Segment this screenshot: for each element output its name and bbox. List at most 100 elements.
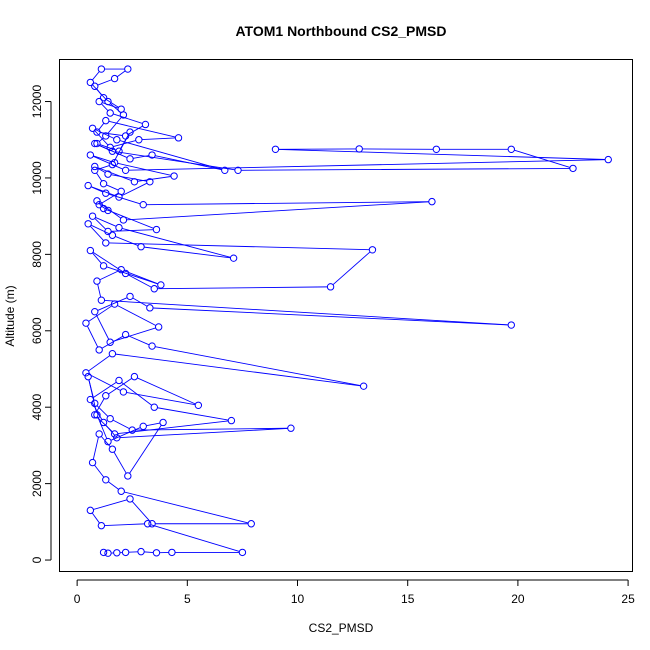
data-segment [115, 236, 139, 246]
data-point [108, 350, 117, 358]
data-segment [101, 192, 119, 204]
data-point [117, 487, 125, 495]
data-segment [91, 512, 100, 524]
data-point [110, 158, 119, 167]
data-segment [278, 148, 606, 160]
data-segment [104, 299, 509, 326]
data-point [143, 520, 152, 528]
data-segment [113, 327, 156, 342]
data-segment [95, 314, 110, 340]
data-point [137, 243, 145, 251]
data-point [170, 172, 178, 180]
data-segment [137, 176, 171, 182]
data-segment [119, 427, 288, 439]
data-points [82, 65, 612, 557]
data-segment [88, 373, 121, 391]
data-point [121, 269, 130, 278]
x-tick-label: 20 [511, 592, 525, 606]
data-point [97, 65, 106, 73]
data-segment [117, 162, 172, 176]
data-point [95, 97, 103, 106]
data-segment [106, 99, 119, 108]
data-point [86, 246, 95, 255]
data-point [126, 128, 134, 136]
data-point [121, 166, 130, 175]
data-point [126, 155, 134, 163]
data-point [104, 170, 112, 178]
y-tick-label: 8000 [30, 241, 44, 268]
data-point [113, 549, 121, 557]
data-segment [104, 523, 145, 526]
data-point [148, 151, 156, 159]
data-point [108, 231, 117, 239]
data-point [82, 319, 90, 327]
data-segment [146, 422, 161, 427]
data-point [102, 239, 110, 247]
data-segment [110, 427, 141, 441]
data-point [128, 426, 136, 434]
data-segment [116, 70, 126, 78]
data-segment [144, 246, 231, 259]
data-point [91, 82, 99, 90]
data-point [139, 200, 147, 209]
data-segment [128, 274, 152, 288]
y-axis-label: Altitude (m) [3, 285, 17, 346]
data-segment [146, 201, 429, 206]
data-point [82, 369, 90, 377]
x-tick-label: 15 [401, 592, 415, 606]
data-segment [128, 125, 143, 135]
data-point [150, 285, 158, 293]
data-point [86, 78, 95, 87]
data-segment [113, 451, 127, 474]
y-tick-label: 0 [30, 556, 44, 563]
data-point [227, 416, 236, 425]
data-segment [332, 251, 371, 286]
data-segment [98, 122, 105, 130]
data-segment [108, 481, 119, 490]
data-point [104, 549, 112, 557]
data-point [93, 128, 101, 136]
data-segment [117, 420, 229, 435]
data-segment [92, 436, 99, 460]
data-point [150, 403, 158, 411]
y-tick-label: 12000 [30, 85, 44, 119]
data-segment [126, 201, 429, 221]
data-segment [97, 144, 128, 158]
data-segment [96, 172, 103, 182]
data-point [110, 74, 119, 83]
data-segment [117, 305, 157, 326]
data-point [99, 179, 108, 188]
data-point [119, 111, 128, 119]
y-tick-label: 10000 [30, 161, 44, 195]
data-point [194, 401, 203, 409]
data-point [84, 220, 92, 228]
y-axis: 0 2000 4000 6000 8000 10000 12000 [30, 85, 52, 563]
data-point [432, 145, 441, 153]
data-segment [95, 398, 105, 413]
data-point [146, 304, 154, 312]
data-point [88, 212, 97, 220]
data-point [115, 147, 123, 155]
data-point [355, 145, 363, 153]
data-segment [106, 209, 154, 229]
data-point [93, 411, 101, 419]
x-tick-label: 10 [291, 592, 305, 606]
data-point [106, 414, 114, 423]
chart-title: ATOM1 Northbound CS2_PMSD [235, 23, 446, 39]
data-point [368, 246, 377, 254]
data-point [95, 430, 103, 438]
data-point [108, 160, 117, 169]
data-point [113, 136, 121, 144]
data-point [102, 189, 110, 197]
data-point [159, 418, 167, 427]
data-point [99, 204, 108, 213]
data-segment [93, 155, 123, 170]
data-point [91, 162, 99, 171]
data-point [97, 521, 106, 530]
data-point [99, 262, 108, 270]
data-segment [92, 84, 107, 100]
data-point [569, 164, 577, 173]
data-segment [128, 159, 606, 171]
data-segment [92, 252, 102, 264]
data-segment [96, 416, 113, 433]
